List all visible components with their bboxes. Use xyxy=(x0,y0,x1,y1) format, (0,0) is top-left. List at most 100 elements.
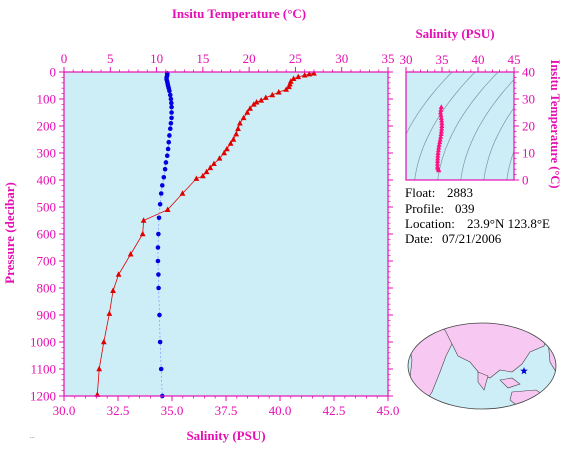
salinity-point xyxy=(168,96,174,102)
location-map xyxy=(407,322,557,410)
ts-point xyxy=(438,115,444,120)
ts-point xyxy=(438,128,444,134)
density-contour xyxy=(406,72,453,135)
temp-tick-label: 20 xyxy=(243,51,256,66)
ts-x-tick-label: 30 xyxy=(400,52,413,67)
salinity-point xyxy=(156,231,161,237)
temperature-point xyxy=(100,338,107,345)
sal-tick-label: 45.0 xyxy=(377,403,400,418)
density-contour xyxy=(576,72,587,180)
density-contour xyxy=(460,79,514,180)
ts-y-tick-label: 40 xyxy=(522,65,535,80)
temp-tick-label: 25 xyxy=(289,51,302,66)
ts-plot-area xyxy=(406,72,514,180)
temperature-point xyxy=(203,168,210,175)
ts-series xyxy=(434,104,445,173)
temperature-point xyxy=(216,155,223,161)
float-value: 2883 xyxy=(447,185,473,200)
sal-tick-label: 42.5 xyxy=(323,403,346,418)
temp-tick-label: 30 xyxy=(335,51,348,66)
salinity-point xyxy=(157,312,162,318)
temperature-point xyxy=(164,206,171,212)
salinity-point xyxy=(166,139,172,145)
temperature-point xyxy=(127,251,134,257)
ts-point xyxy=(439,123,445,128)
temperature-point xyxy=(301,72,308,78)
temperature-point xyxy=(230,136,237,142)
density-contour xyxy=(414,72,476,180)
sal-tick-label: 37.5 xyxy=(215,403,238,418)
salinity-point xyxy=(156,285,161,291)
salinity-point xyxy=(169,104,174,110)
salinity-point xyxy=(167,88,172,94)
landmass xyxy=(499,377,521,389)
footnote: ... xyxy=(30,434,34,440)
salinity-point xyxy=(167,133,172,138)
sal-tick-label: 40.0 xyxy=(269,403,292,418)
date-value: 07/21/2006 xyxy=(442,231,502,246)
ts-point xyxy=(438,134,444,139)
float-label: Float: xyxy=(405,185,435,200)
ts-point xyxy=(439,117,445,123)
ts-y-tick-label: 10 xyxy=(522,146,535,161)
pressure-tick-label: 800 xyxy=(37,281,57,296)
temperature-point xyxy=(237,120,243,126)
float-info: Float: 2883 Profile: 039 Location: 23.9°… xyxy=(405,185,550,246)
pressure-tick-label: 1000 xyxy=(30,335,56,350)
density-contour xyxy=(437,72,499,180)
salinity-point xyxy=(168,121,174,126)
temperature-point xyxy=(179,190,186,196)
ts-point xyxy=(438,107,444,112)
ts-point xyxy=(436,142,442,147)
temperature-point xyxy=(233,130,240,137)
temperature-point xyxy=(290,75,297,81)
temperature-series xyxy=(94,70,317,397)
top-axis-title: Insitu Temperature (°C) xyxy=(172,6,306,21)
ts-y-tick-label: 0 xyxy=(522,173,529,188)
float-location-star xyxy=(520,367,528,375)
salinity-point xyxy=(162,166,168,172)
ts-point xyxy=(438,112,444,118)
ts-point xyxy=(437,139,443,145)
salinity-point xyxy=(165,146,171,152)
temperature-point xyxy=(110,287,116,293)
ts-point xyxy=(436,167,442,173)
profile-axes: 0 5 10 15 20 25 30 35 30.0 32.5 35.0 37.5 40.0 42.5 45… xyxy=(30,51,399,418)
salinity-point xyxy=(164,153,170,158)
pressure-tick-label: 600 xyxy=(37,227,57,242)
pressure-tick-label: 300 xyxy=(37,146,57,161)
salinity-point xyxy=(169,115,174,121)
map-outline xyxy=(407,322,557,410)
temp-tick-label: 35 xyxy=(382,51,395,66)
density-contour xyxy=(506,150,514,180)
temperature-point xyxy=(140,217,147,223)
ts-y-tick-label: 20 xyxy=(522,119,535,134)
sal-tick-label: 30.0 xyxy=(53,403,76,418)
map-land xyxy=(408,323,556,409)
ts-x-tick-label: 35 xyxy=(436,52,449,67)
location-value: 23.9°N 123.8°E xyxy=(467,216,550,231)
salinity-point xyxy=(157,202,163,207)
temperature-point xyxy=(247,105,253,111)
temperature-point xyxy=(269,91,276,98)
ts-x-axis-title: Salinity (PSU) xyxy=(415,26,494,41)
profile-plot: 0 5 10 15 20 25 30 35 30.0 32.5 35.0 37.5 40.0 42.5 45… xyxy=(30,51,399,418)
temperature-point xyxy=(199,172,206,179)
salinity-point xyxy=(157,339,163,345)
salinity-point xyxy=(169,100,174,106)
salinity-point xyxy=(161,175,167,180)
temperature-point xyxy=(193,175,200,181)
salinity-point xyxy=(155,245,161,250)
temperature-point xyxy=(295,73,302,80)
temperature-point xyxy=(96,365,103,372)
temperature-point xyxy=(106,310,113,316)
salinity-point xyxy=(167,126,173,131)
salinity-point xyxy=(155,258,161,264)
temperature-point xyxy=(250,101,257,107)
profile-plot-area xyxy=(64,72,388,396)
salinity-point xyxy=(167,92,173,98)
salinity-point xyxy=(158,191,164,196)
temp-tick-label: 0 xyxy=(61,51,68,66)
ts-point xyxy=(436,144,442,150)
